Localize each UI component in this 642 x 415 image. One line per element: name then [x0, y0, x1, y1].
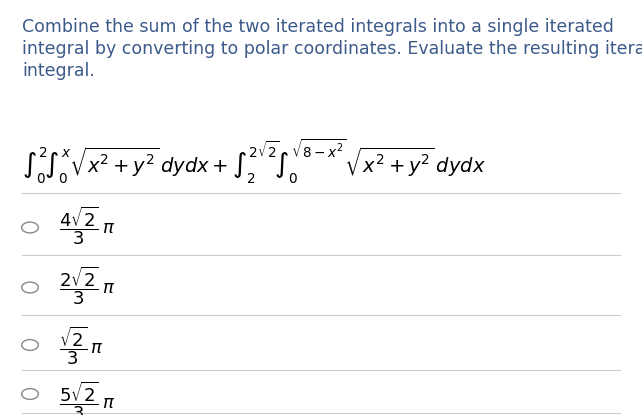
Text: $\int_0^2 \!\int_0^x \sqrt{x^2+y^2}\,dydx + \int_2^{2\sqrt{2}} \!\int_0^{\sqrt{8: $\int_0^2 \!\int_0^x \sqrt{x^2+y^2}\,dyd…	[22, 138, 486, 186]
Text: integral by converting to polar coordinates. Evaluate the resulting iterated: integral by converting to polar coordina…	[22, 40, 642, 58]
Text: $\dfrac{\sqrt{2}}{3}\,\pi$: $\dfrac{\sqrt{2}}{3}\,\pi$	[59, 324, 103, 367]
Text: integral.: integral.	[22, 62, 96, 80]
Text: $\dfrac{2\sqrt{2}}{3}\,\pi$: $\dfrac{2\sqrt{2}}{3}\,\pi$	[59, 264, 115, 307]
Text: $\dfrac{4\sqrt{2}}{3}\,\pi$: $\dfrac{4\sqrt{2}}{3}\,\pi$	[59, 204, 115, 247]
Text: Combine the sum of the two iterated integrals into a single iterated: Combine the sum of the two iterated inte…	[22, 18, 614, 36]
Text: $\dfrac{5\sqrt{2}}{3}\,\pi$: $\dfrac{5\sqrt{2}}{3}\,\pi$	[59, 379, 115, 415]
